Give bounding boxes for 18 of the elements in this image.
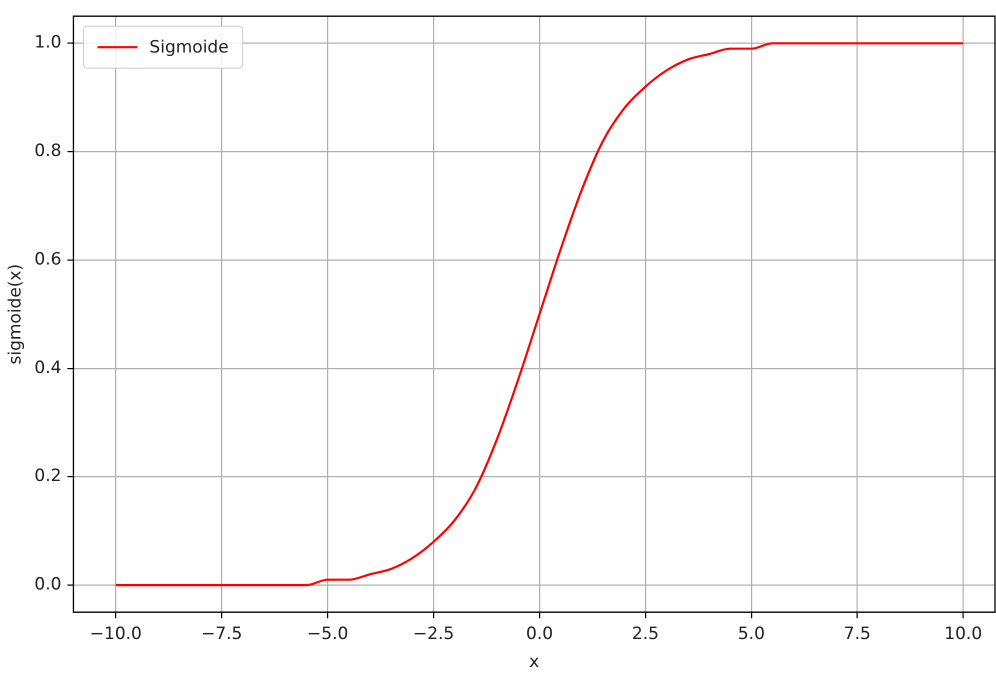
y-axis-title: sigmoide(x) bbox=[6, 264, 26, 365]
x-tick-label: −2.5 bbox=[412, 624, 454, 644]
x-tick-label: −10.0 bbox=[90, 624, 142, 644]
x-tick-label: 2.5 bbox=[632, 624, 659, 644]
x-tick-label: −7.5 bbox=[201, 624, 242, 644]
y-tick-label: 0.4 bbox=[34, 358, 62, 378]
x-tick-label: 5.0 bbox=[738, 624, 765, 644]
y-tick-label: 0.8 bbox=[34, 141, 62, 162]
x-tick-label: 7.5 bbox=[844, 624, 871, 644]
x-tick-label: 10.0 bbox=[944, 624, 982, 644]
y-tick-label: 0.0 bbox=[34, 574, 62, 595]
x-tick-label: −5.0 bbox=[307, 624, 348, 644]
y-tick-label: 0.6 bbox=[34, 249, 62, 270]
y-tick-label: 1.0 bbox=[34, 32, 62, 53]
x-axis-title: x bbox=[529, 652, 540, 672]
legend-label: Sigmoide bbox=[149, 38, 229, 58]
y-tick-label: 0.2 bbox=[34, 466, 62, 486]
x-tick-label: 0.0 bbox=[526, 624, 554, 644]
